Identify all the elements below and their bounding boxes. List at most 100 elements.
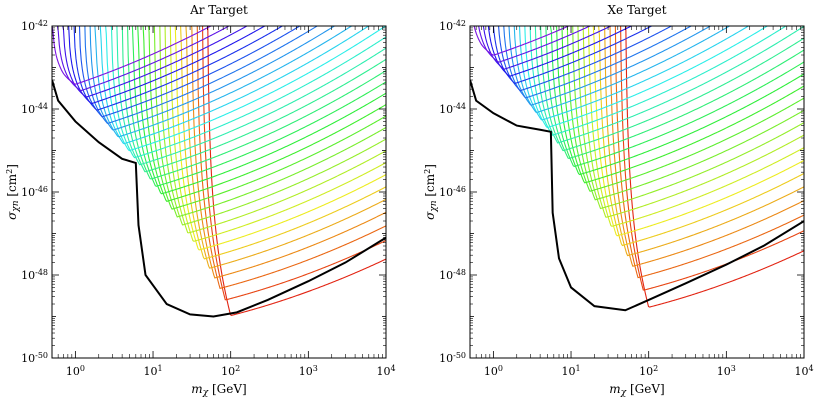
x-tick-label: 102 bbox=[221, 364, 240, 379]
exclusion-curve bbox=[566, 26, 804, 192]
x-tick-label: 102 bbox=[639, 364, 658, 379]
exclusion-curve bbox=[539, 26, 804, 152]
exclusion-curve bbox=[62, 26, 249, 98]
exclusion-curve bbox=[127, 26, 386, 180]
x-tick-label: 103 bbox=[299, 364, 318, 379]
chart-title: Xe Target bbox=[607, 3, 666, 17]
y-axis-label: σχn [cm2] bbox=[423, 164, 440, 220]
exclusion-curve bbox=[507, 26, 712, 106]
x-tick-label: 100 bbox=[66, 364, 85, 379]
exclusion-curve bbox=[207, 26, 386, 316]
x-axis-label-unit: [GeV] bbox=[208, 382, 247, 396]
exclusion-curve bbox=[94, 26, 353, 138]
x-tick-label: 104 bbox=[794, 364, 813, 379]
y-tick-label: 10-48 bbox=[21, 268, 48, 283]
plot-area: 100 101 102 103 104 10-50 10-48 10-46 10-44 10-42 bbox=[21, 19, 395, 379]
exclusion-curve bbox=[147, 26, 386, 210]
exclusion-curve bbox=[512, 26, 731, 114]
exclusion-curve bbox=[470, 26, 570, 56]
exclusion-curve bbox=[52, 26, 212, 85]
exclusion-curve bbox=[502, 26, 693, 99]
exclusion-curve bbox=[196, 26, 386, 290]
exclusion-curve bbox=[131, 26, 386, 187]
exclusion-curve bbox=[528, 26, 787, 136]
x-axis-label-unit: [GeV] bbox=[626, 382, 665, 396]
y-axis-label-unit: [cm bbox=[423, 173, 437, 200]
exclusion-curve bbox=[534, 26, 804, 144]
exclusion-curve bbox=[561, 26, 804, 184]
exclusion-curve bbox=[491, 26, 653, 85]
y-tick-label: 10-44 bbox=[439, 102, 466, 117]
panel-xe-target: Xe Target 100 101 102 103 104 10-50 10-48 10-46… bbox=[423, 3, 814, 398]
chart-title: Ar Target bbox=[189, 3, 248, 17]
x-tick-label: 100 bbox=[484, 364, 503, 379]
exclusion-curve bbox=[587, 26, 804, 227]
y-tick-label: 10-42 bbox=[21, 19, 48, 34]
y-tick-label: 10-46 bbox=[439, 185, 466, 200]
plot-frame bbox=[51, 25, 387, 359]
exclusion-curve bbox=[518, 26, 750, 121]
exclusion-curve bbox=[625, 26, 804, 308]
exclusion-curve bbox=[105, 26, 386, 152]
exclusion-curve bbox=[598, 26, 804, 247]
y-tick-label: 10-50 bbox=[21, 351, 48, 366]
y-tick-label: 10-48 bbox=[439, 268, 466, 283]
x-axis-label-symbol: m bbox=[191, 382, 202, 396]
exclusion-curve bbox=[99, 26, 370, 145]
y-axis-label-subscript: χn bbox=[11, 200, 21, 212]
exclusion-curve bbox=[164, 26, 386, 234]
y-tick-label: 10-42 bbox=[439, 19, 466, 34]
exclusion-curve bbox=[153, 26, 386, 218]
y-axis-label: σχn [cm2] bbox=[5, 164, 22, 220]
exclusion-curve bbox=[56, 26, 231, 92]
exclusion-curve bbox=[582, 26, 804, 218]
exclusion-curve bbox=[523, 26, 769, 129]
exclusion-curve bbox=[110, 26, 386, 159]
exclusion-curve bbox=[555, 26, 804, 176]
y-axis-label-close: ] bbox=[5, 164, 19, 169]
combined-limit-curve bbox=[470, 79, 804, 312]
exclusion-curve bbox=[89, 26, 336, 131]
plot-area: 100 101 102 103 104 10-50 10-48 10-46 10-44 10-42 bbox=[439, 19, 813, 379]
exclusion-curve bbox=[159, 26, 386, 226]
exclusion-curve bbox=[174, 26, 386, 251]
exclusion-curve bbox=[571, 26, 804, 201]
x-axis-label: mχ [GeV] bbox=[609, 382, 664, 398]
y-axis-label-unit: [cm bbox=[5, 173, 19, 200]
curve-family bbox=[52, 26, 386, 318]
exclusion-curve bbox=[202, 26, 386, 301]
exclusion-curve bbox=[180, 26, 386, 260]
exclusion-curve bbox=[121, 26, 386, 173]
y-tick-label: 10-46 bbox=[21, 185, 48, 200]
exclusion-curve bbox=[486, 26, 633, 77]
x-tick-label: 101 bbox=[143, 364, 162, 379]
y-tick-label: 10-50 bbox=[439, 351, 466, 366]
exclusion-curve bbox=[185, 26, 386, 269]
x-tick-label: 103 bbox=[717, 364, 736, 379]
exclusion-curve bbox=[67, 26, 266, 105]
y-axis-label-symbol: σ bbox=[5, 211, 19, 220]
combined-limit-curve bbox=[52, 79, 386, 318]
exclusion-curve bbox=[620, 26, 804, 291]
exclusion-curve bbox=[84, 26, 319, 124]
exclusion-curve bbox=[116, 26, 386, 166]
y-axis-label-subscript: χn bbox=[429, 200, 439, 212]
exclusion-curve bbox=[577, 26, 804, 210]
exclusion-curve bbox=[190, 26, 386, 279]
exclusion-curve bbox=[475, 26, 592, 63]
y-tick-label: 10-44 bbox=[21, 102, 48, 117]
exclusion-curve bbox=[169, 26, 386, 242]
y-axis-label-superscript: 2 bbox=[5, 169, 14, 174]
curve-family bbox=[470, 26, 804, 312]
exclusion-curve bbox=[142, 26, 386, 203]
x-tick-label: 101 bbox=[561, 364, 580, 379]
x-axis-label: mχ [GeV] bbox=[191, 382, 246, 398]
exclusion-curve bbox=[137, 26, 386, 195]
y-axis-label-close: ] bbox=[423, 164, 437, 169]
x-axis-label-subscript: χ bbox=[202, 388, 209, 398]
exclusion-curve bbox=[496, 26, 673, 92]
exclusion-curve bbox=[609, 26, 804, 267]
y-axis-label-symbol: σ bbox=[423, 211, 437, 220]
exclusion-curve bbox=[78, 26, 301, 118]
